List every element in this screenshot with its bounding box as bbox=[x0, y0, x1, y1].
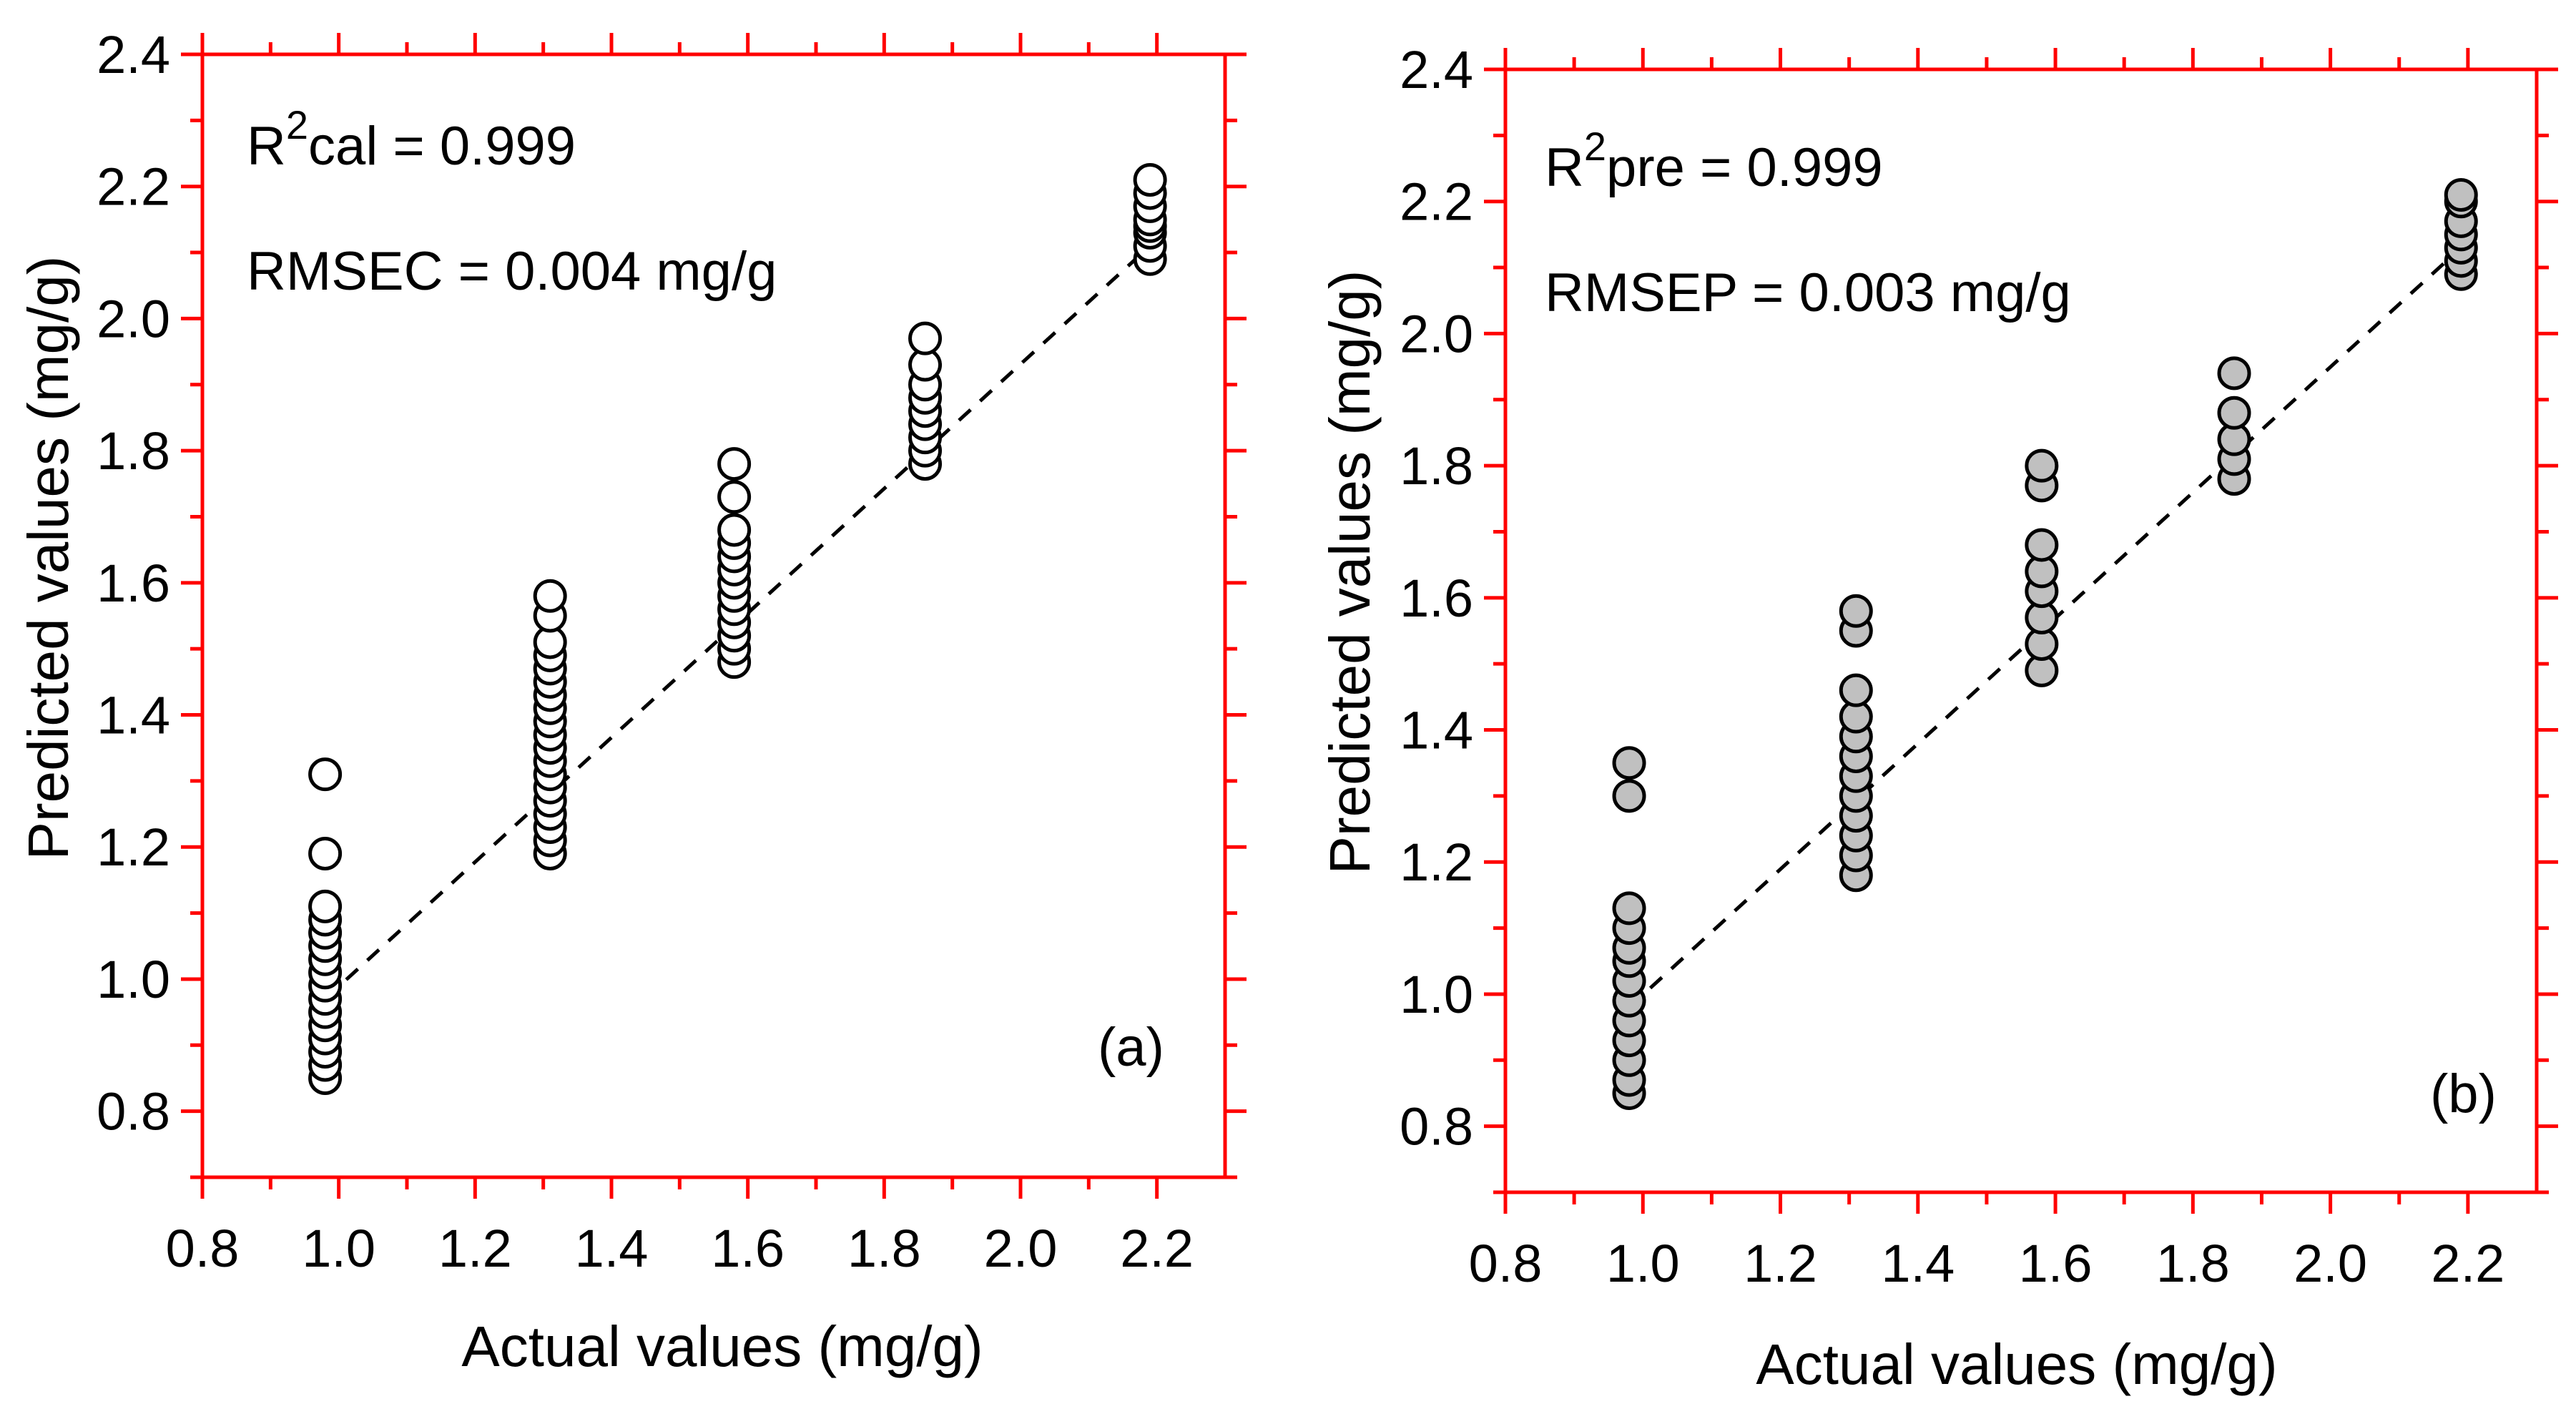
data-point bbox=[1612, 746, 1646, 780]
y-tick-label: 2.2 bbox=[1400, 172, 1473, 232]
x-tick-label: 1.0 bbox=[302, 1219, 375, 1278]
x-tick-label: 1.4 bbox=[1881, 1234, 1955, 1293]
data-point bbox=[2025, 528, 2059, 562]
points-layer bbox=[308, 162, 1167, 1095]
x-tick-label: 1.4 bbox=[575, 1219, 649, 1278]
y-tick-label: 1.2 bbox=[1400, 833, 1473, 892]
x-tick-label: 1.2 bbox=[1744, 1234, 1817, 1293]
ticks-layer: 0.8 1.0 1.2 1.4 1.6 1.8 2.0 2.2 0.8 1.0 1.2 1.4 1.6 1… bbox=[97, 25, 1247, 1278]
points-layer bbox=[1612, 177, 2478, 1110]
r2-annotation: R2pre = 0.999 bbox=[1545, 124, 1883, 198]
x-tick-label: 2.0 bbox=[984, 1219, 1058, 1278]
data-point bbox=[1612, 891, 1646, 925]
y-tick-label: 2.4 bbox=[1400, 40, 1473, 99]
y-axis-title: Predicted values (mg/g) bbox=[16, 256, 80, 860]
y-tick-label: 2.2 bbox=[97, 157, 170, 217]
r2-superscript: 2 bbox=[1584, 124, 1606, 169]
data-point bbox=[308, 836, 343, 870]
plot-frame bbox=[200, 52, 1227, 1179]
x-tick-label: 0.8 bbox=[166, 1219, 240, 1278]
r2-base: R bbox=[1545, 137, 1584, 198]
r2-superscript: 2 bbox=[286, 102, 308, 147]
r2-value: = 0.999 bbox=[1685, 137, 1883, 198]
data-point bbox=[308, 757, 343, 792]
y-tick-label: 0.8 bbox=[97, 1082, 170, 1141]
x-axis-title: Actual values (mg/g) bbox=[461, 1315, 983, 1378]
x-tick-label: 2.2 bbox=[2431, 1234, 2504, 1293]
x-tick-label: 2.0 bbox=[2294, 1234, 2367, 1293]
data-point bbox=[717, 480, 752, 514]
x-tick-label: 1.6 bbox=[2019, 1234, 2093, 1293]
x-tick-label: 1.8 bbox=[2156, 1234, 2230, 1293]
x-axis-title: Actual values (mg/g) bbox=[1756, 1332, 2277, 1396]
y-tick-label: 1.6 bbox=[97, 554, 170, 613]
x-tick-label: 1.0 bbox=[1606, 1234, 1680, 1293]
r2-subscript: pre bbox=[1606, 137, 1685, 198]
data-point bbox=[1612, 779, 1646, 813]
y-tick-label: 1.0 bbox=[1400, 965, 1473, 1024]
data-point bbox=[908, 321, 943, 355]
data-point bbox=[2217, 396, 2251, 430]
x-tick-label: 1.8 bbox=[847, 1219, 921, 1278]
y-tick-label: 0.8 bbox=[1400, 1097, 1473, 1157]
panel-label: (b) bbox=[2430, 1064, 2497, 1124]
x-tick-label: 0.8 bbox=[1469, 1234, 1543, 1293]
y-tick-label: 1.6 bbox=[1400, 569, 1473, 628]
data-point bbox=[533, 579, 567, 613]
r2-value: = 0.999 bbox=[378, 116, 576, 177]
data-point bbox=[308, 889, 343, 923]
data-point bbox=[1839, 673, 1873, 707]
y-tick-label: 2.0 bbox=[97, 289, 170, 348]
y-tick-label: 1.0 bbox=[97, 950, 170, 1009]
panel-a: 0.8 1.0 1.2 1.4 1.6 1.8 2.0 2.2 0.8 1.0 1.2 1.4 1.6 1… bbox=[16, 25, 1247, 1378]
panel-label: (a) bbox=[1098, 1017, 1164, 1078]
ticks-layer: 0.8 1.0 1.2 1.4 1.6 1.8 2.0 2.2 0.8 1.0 1.2 1.4 1.6 1… bbox=[1400, 40, 2558, 1293]
data-point bbox=[2025, 448, 2059, 483]
y-axis-title: Predicted values (mg/g) bbox=[1318, 270, 1382, 875]
data-point bbox=[1839, 594, 1873, 628]
data-point bbox=[717, 513, 752, 547]
y-tick-label: 1.4 bbox=[1400, 701, 1473, 760]
panel-b: 0.8 1.0 1.2 1.4 1.6 1.8 2.0 2.2 0.8 1.0 1.2 1.4 1.6 1… bbox=[1318, 40, 2558, 1396]
r2-subscript: cal bbox=[308, 116, 378, 177]
r2-base: R bbox=[247, 116, 286, 177]
y-tick-label: 1.8 bbox=[1400, 436, 1473, 496]
y-tick-label: 2.4 bbox=[97, 25, 170, 84]
data-point bbox=[1133, 162, 1167, 197]
y-tick-label: 1.8 bbox=[97, 421, 170, 481]
x-tick-label: 1.2 bbox=[438, 1219, 512, 1278]
x-tick-label: 1.6 bbox=[711, 1219, 785, 1278]
data-point bbox=[2444, 177, 2478, 212]
rmse-annotation: RMSEP = 0.003 mg/g bbox=[1545, 262, 2071, 323]
r2-annotation: R2cal = 0.999 bbox=[247, 102, 576, 177]
y-tick-label: 1.2 bbox=[97, 817, 170, 877]
data-point bbox=[717, 447, 752, 481]
y-tick-label: 1.4 bbox=[97, 686, 170, 745]
plot-frame bbox=[1503, 67, 2539, 1194]
rmse-annotation: RMSEC = 0.004 mg/g bbox=[247, 241, 777, 302]
data-point bbox=[2217, 356, 2251, 391]
y-tick-label: 2.0 bbox=[1400, 304, 1473, 363]
x-tick-label: 2.2 bbox=[1120, 1219, 1194, 1278]
